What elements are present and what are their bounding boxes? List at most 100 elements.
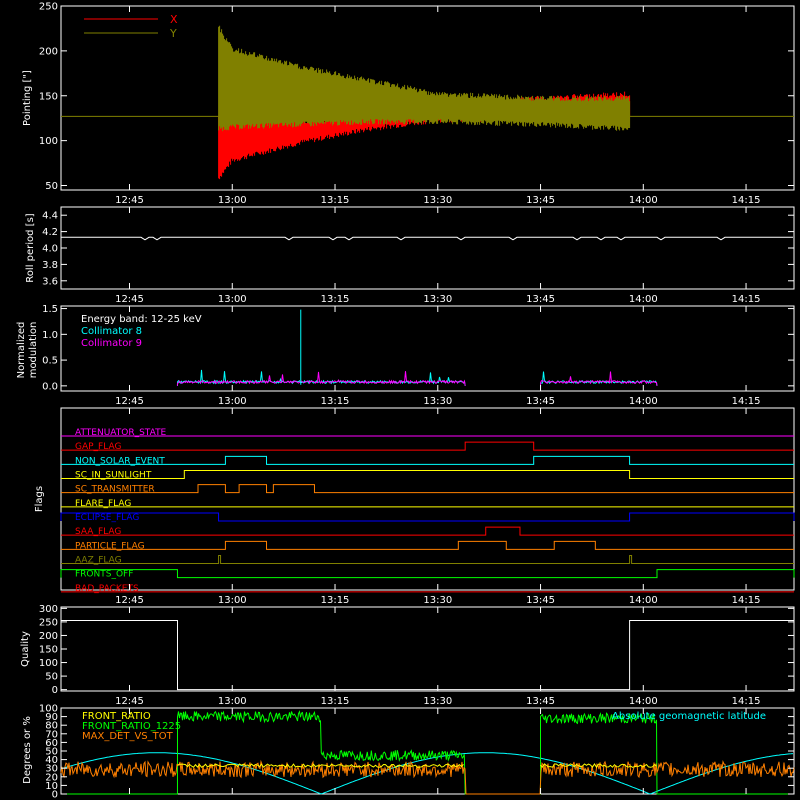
y-tick-label: 3.8 xyxy=(42,260,58,271)
y-tick-label: 1.0 xyxy=(42,330,58,341)
x-tick-label: 12:45 xyxy=(115,396,144,407)
flag-line-aaz_flag xyxy=(61,555,794,564)
quality-line xyxy=(61,620,794,691)
flag-label-aaz_flag: AAZ_FLAG xyxy=(75,556,122,566)
y-tick-label: 0 xyxy=(52,685,58,696)
flags-data: ATTENUATOR_STATE GAP_FLAG NON_SOLAR_EVENT S… xyxy=(60,428,795,594)
y-tick-label: 3.6 xyxy=(42,276,58,287)
y-tick-label: 20 xyxy=(45,772,58,783)
roll-ylabel: Roll period [s] xyxy=(25,213,36,282)
axes-ticks: 12:45 13:00 13:15 13:30 13:45 14:00 14:15 12:45… xyxy=(39,2,794,800)
legend-y: Y xyxy=(169,27,177,40)
y-tick-label: 0 xyxy=(52,790,58,800)
x-tick-label: 13:15 xyxy=(321,294,350,305)
y-tick-label: 300 xyxy=(39,604,58,615)
x-tick-label: 13:45 xyxy=(526,396,555,407)
x-tick-label: 13:15 xyxy=(321,595,350,606)
x-tick-label: 13:00 xyxy=(218,195,247,206)
collimator-9-label: Collimator 9 xyxy=(81,338,142,349)
x-tick-label: 14:15 xyxy=(732,396,761,407)
y-tick-label: 200 xyxy=(39,631,58,642)
front-ratio-line xyxy=(177,763,657,769)
y-tick-label: 150 xyxy=(39,91,58,102)
flag-line-eclipse_flag xyxy=(60,512,795,522)
x-tick-label: 14:00 xyxy=(629,595,658,606)
flag-label-sc_transmitter: SC_TRANSMITTER xyxy=(75,485,155,495)
front-ratio-1225-line xyxy=(61,710,794,795)
x-tick-label: 12:45 xyxy=(115,595,144,606)
x-tick-label: 14:15 xyxy=(732,294,761,305)
y-tick-label: 10 xyxy=(45,781,58,792)
flag-label-particle_flag: PARTICLE_FLAG xyxy=(75,541,145,551)
x-tick-label: 13:45 xyxy=(526,595,555,606)
y-tick-label: 4.2 xyxy=(42,227,58,238)
x-tick-label: 13:15 xyxy=(321,696,350,707)
roll-data xyxy=(60,236,793,241)
pointing-ylabel: Pointing ["] xyxy=(22,70,33,126)
y-tick-label: 40 xyxy=(45,755,58,766)
y-tick-label: 60 xyxy=(45,738,58,749)
ratios-data xyxy=(60,710,795,795)
modulation-ylabel-2: modulation xyxy=(28,322,39,379)
modulation-data xyxy=(176,309,658,386)
modulation-ylabel-1: Normalized xyxy=(16,322,27,379)
y-tick-label: 4.0 xyxy=(42,244,58,255)
legend-x: X xyxy=(170,13,178,26)
x-tick-label: 13:00 xyxy=(218,294,247,305)
y-tick-label: 1.5 xyxy=(42,304,58,315)
flag-line-particle_flag xyxy=(61,540,794,550)
pointing-series-Y xyxy=(218,25,631,132)
y-tick-label: 0.0 xyxy=(42,381,58,392)
x-tick-label: 14:00 xyxy=(629,195,658,206)
geomag-lat-label: Absolute geomagnetic latitude xyxy=(612,711,766,722)
x-tick-label: 14:00 xyxy=(629,294,658,305)
energy-band-label: Energy band: 12-25 keV xyxy=(81,314,202,325)
y-tick-label: 0.5 xyxy=(42,356,58,367)
x-tick-label: 12:45 xyxy=(115,294,144,305)
flag-line-gap_flag xyxy=(61,441,794,451)
x-tick-label: 13:30 xyxy=(423,595,452,606)
y-tick-label: 250 xyxy=(39,617,58,628)
flag-label-non_solar_event: NON_SOLAR_EVENT xyxy=(75,456,165,466)
x-tick-label: 13:30 xyxy=(423,294,452,305)
x-tick-label: 14:00 xyxy=(629,696,658,707)
x-tick-label: 13:30 xyxy=(423,396,452,407)
x-tick-label: 13:45 xyxy=(526,696,555,707)
flag-label-attenuator_state: ATTENUATOR_STATE xyxy=(75,428,167,438)
x-tick-label: 12:45 xyxy=(115,696,144,707)
x-tick-label: 13:00 xyxy=(218,696,247,707)
flag-label-fronts_off: FRONTS_OFF xyxy=(75,570,133,580)
x-tick-label: 13:15 xyxy=(321,195,350,206)
y-tick-label: 100 xyxy=(39,658,58,669)
flag-line-sc_in_sunlight xyxy=(61,470,794,479)
quality-ylabel: Quality xyxy=(20,631,31,667)
y-tick-label: 50 xyxy=(45,747,58,758)
flag-label-saa_flag: SAA_FLAG xyxy=(75,527,121,537)
x-tick-label: 14:00 xyxy=(629,396,658,407)
pointing-panel: Pointing ["] X Y xyxy=(22,5,795,191)
y-tick-label: 30 xyxy=(45,764,58,775)
y-tick-label: 50 xyxy=(45,181,58,192)
flags-ylabel: Flags xyxy=(34,486,45,512)
max-det-line xyxy=(60,759,795,795)
x-tick-label: 14:15 xyxy=(732,595,761,606)
y-tick-label: 90 xyxy=(45,712,58,723)
x-tick-label: 13:15 xyxy=(321,396,350,407)
flag-label-eclipse_flag: ECLIPSE_FLAG xyxy=(75,513,139,523)
flags-panel: Flags ATTENUATOR_STATE GAP_FLAG NON_SOLAR_… xyxy=(34,407,795,594)
modulation-series-1 xyxy=(539,371,658,386)
flag-line-fronts_off xyxy=(60,569,795,579)
flag-label-gap_flag: GAP_FLAG xyxy=(75,442,121,452)
x-tick-label: 13:45 xyxy=(526,195,555,206)
x-tick-label: 13:30 xyxy=(423,696,452,707)
x-tick-label: 12:45 xyxy=(115,195,144,206)
y-tick-label: 50 xyxy=(45,672,58,683)
flag-label-bad_packets: BAD_PACKETS xyxy=(75,584,139,594)
x-tick-label: 13:30 xyxy=(423,195,452,206)
x-tick-label: 14:15 xyxy=(732,195,761,206)
quality-data xyxy=(61,620,794,691)
x-tick-label: 13:00 xyxy=(218,396,247,407)
collimator-8-label: Collimator 8 xyxy=(81,326,142,337)
max-det-label: MAX_DET_VS_TOT xyxy=(82,731,174,742)
